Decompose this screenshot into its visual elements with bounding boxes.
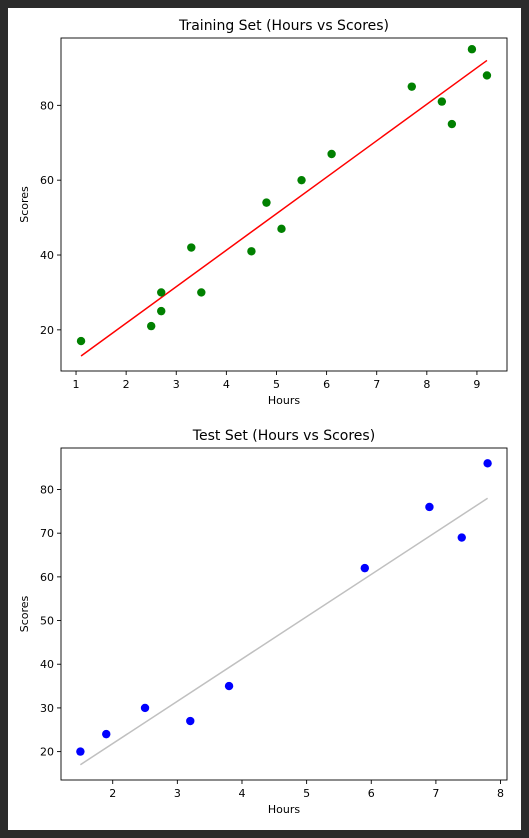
data-point — [140, 703, 150, 713]
chart-title: Training Set (Hours vs Scores) — [178, 18, 389, 34]
y-tick-label: 70 — [40, 527, 54, 540]
x-tick-label: 8 — [423, 378, 430, 391]
data-point — [425, 502, 434, 512]
data-point — [76, 747, 85, 756]
data-point — [457, 533, 466, 542]
x-tick-label: 4 — [238, 787, 245, 800]
data-point — [262, 198, 271, 207]
x-tick-label: 5 — [273, 378, 280, 391]
data-point — [447, 119, 457, 129]
x-axis-label: Hours — [268, 803, 300, 816]
figure: Training Set (Hours vs Scores) 1 2 3 4 5 6 7 8 9 2… — [8, 8, 521, 830]
y-tick-label: 20 — [40, 324, 54, 337]
y-tick-label: 50 — [40, 615, 54, 628]
data-point — [157, 288, 166, 297]
data-point — [157, 306, 166, 316]
axes-frame — [60, 37, 508, 372]
x-axis-label: Hours — [268, 394, 300, 407]
chart-figure: Training Set (Hours vs Scores) 1 2 3 4 5 6 7 8 9 2… — [18, 18, 508, 816]
data-point — [247, 247, 256, 256]
x-tick-label: 3 — [174, 787, 181, 800]
data-point — [187, 243, 196, 252]
data-point — [360, 563, 369, 573]
x-tick-label: 8 — [497, 787, 504, 800]
x-tick-label: 3 — [173, 378, 180, 391]
chart-0: Training Set (Hours vs Scores) 1 2 3 4 5 6 7 8 9 2… — [18, 18, 508, 407]
data-point — [186, 716, 195, 726]
data-point — [483, 459, 492, 468]
x-tick-label: 5 — [303, 787, 310, 800]
chart-title: Test Set (Hours vs Scores) — [192, 428, 375, 444]
x-tick-label: 4 — [223, 378, 230, 391]
chart-1: Test Set (Hours vs Scores) 2 3 4 5 6 7 8 20 30 40 5… — [18, 428, 508, 816]
data-point — [482, 71, 492, 80]
data-point — [467, 45, 477, 54]
x-tick-label: 6 — [323, 378, 330, 391]
data-point — [76, 336, 86, 346]
y-tick-label: 60 — [40, 174, 54, 187]
x-tick-label: 7 — [432, 787, 439, 800]
x-tick-label: 2 — [123, 378, 130, 391]
regression-line — [80, 59, 488, 357]
x-tick-label: 9 — [473, 378, 480, 391]
data-point — [224, 681, 234, 691]
x-tick-label: 2 — [109, 787, 116, 800]
x-tick-label: 1 — [73, 378, 80, 391]
y-axis-label: Scores — [18, 595, 31, 632]
data-point — [437, 97, 447, 106]
y-tick-label: 40 — [40, 249, 54, 262]
x-tick-label: 6 — [368, 787, 375, 800]
data-point — [277, 224, 286, 234]
data-point — [327, 149, 336, 159]
y-axis-label: Scores — [18, 186, 31, 223]
data-point — [102, 729, 111, 739]
data-point — [147, 321, 156, 331]
x-tick-label: 7 — [373, 378, 380, 391]
y-tick-label: 80 — [40, 99, 54, 112]
data-point — [297, 175, 306, 185]
data-point — [197, 288, 206, 297]
y-tick-label: 80 — [40, 484, 54, 497]
regression-line — [79, 497, 489, 766]
data-point — [407, 82, 416, 91]
y-tick-label: 60 — [40, 571, 54, 584]
y-tick-label: 40 — [40, 658, 54, 671]
axes-frame — [60, 447, 508, 781]
y-tick-label: 30 — [40, 702, 54, 715]
y-tick-label: 20 — [40, 746, 54, 759]
